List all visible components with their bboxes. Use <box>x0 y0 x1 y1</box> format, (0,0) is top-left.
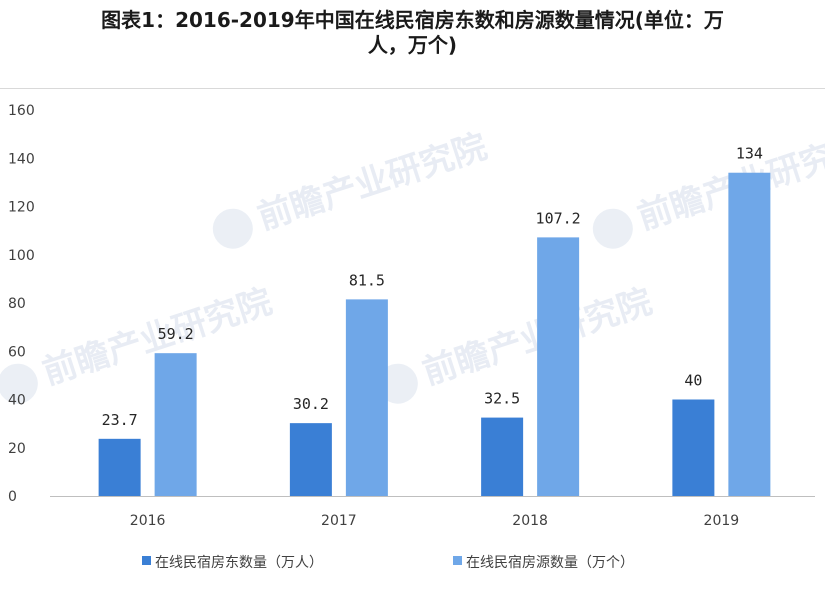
y-tick-label: 40 <box>8 393 26 409</box>
y-tick-label: 100 <box>8 248 35 264</box>
legend-swatch-series-1 <box>142 556 151 565</box>
bar-2019-series-1 <box>672 399 715 496</box>
legend-label-series-2: 在线民宿房源数量（万个） <box>466 554 634 571</box>
x-tick-label-2018: 2018 <box>512 513 548 529</box>
x-tick-label-2019: 2019 <box>704 513 740 529</box>
data-label-2016-series-2: 59.2 <box>158 325 194 343</box>
legend-label-series-1: 在线民宿房东数量（万人） <box>155 554 323 571</box>
bar-2017-series-1 <box>289 423 332 496</box>
y-tick-label: 60 <box>8 344 26 360</box>
watermark-1: 前瞻产业研究院 <box>592 127 825 249</box>
x-tick-label-2017: 2017 <box>321 513 357 529</box>
y-tick-label: 120 <box>8 200 35 216</box>
chart-title-line-2: 人，万个) <box>367 33 458 57</box>
data-label-2018-series-1: 32.5 <box>484 390 520 408</box>
data-label-2017-series-2: 81.5 <box>349 271 385 289</box>
watermark-0: 前瞻产业研究院 <box>212 127 492 249</box>
chart-title-line-1: 图表1：2016-2019年中国在线民宿房东数和房源数量情况(单位：万 <box>101 8 724 32</box>
y-tick-label: 160 <box>8 103 35 119</box>
data-label-2019-series-2: 134 <box>736 145 763 163</box>
y-tick-label: 0 <box>8 489 17 505</box>
data-label-2016-series-1: 23.7 <box>102 411 138 429</box>
y-tick-label: 20 <box>8 441 26 457</box>
x-tick-label-2016: 2016 <box>130 513 166 529</box>
bar-2016-series-1 <box>98 438 141 496</box>
data-label-2018-series-2: 107.2 <box>536 209 581 227</box>
data-label-2019-series-1: 40 <box>684 372 702 390</box>
bar-2018-series-1 <box>481 417 524 496</box>
bar-2016-series-2 <box>154 353 197 496</box>
bar-2017-series-2 <box>345 299 388 496</box>
watermark-2: 前瞻产业研究院 <box>0 282 277 404</box>
legend-swatch-series-2 <box>453 556 462 565</box>
y-tick-label: 140 <box>8 151 35 167</box>
bar-2018-series-2 <box>537 237 580 496</box>
plot-area <box>0 88 825 592</box>
watermark-logo-1 <box>592 208 633 249</box>
watermark-text-0: 前瞻产业研究院 <box>253 127 492 239</box>
chart-title: 图表1：2016-2019年中国在线民宿房东数和房源数量情况(单位：万 人，万个… <box>20 8 805 58</box>
watermark-logo-0 <box>212 208 253 249</box>
y-tick-label: 80 <box>8 296 26 312</box>
watermark-logo-2 <box>0 363 38 404</box>
bar-2019-series-2 <box>728 172 771 496</box>
data-label-2017-series-1: 30.2 <box>293 395 329 413</box>
